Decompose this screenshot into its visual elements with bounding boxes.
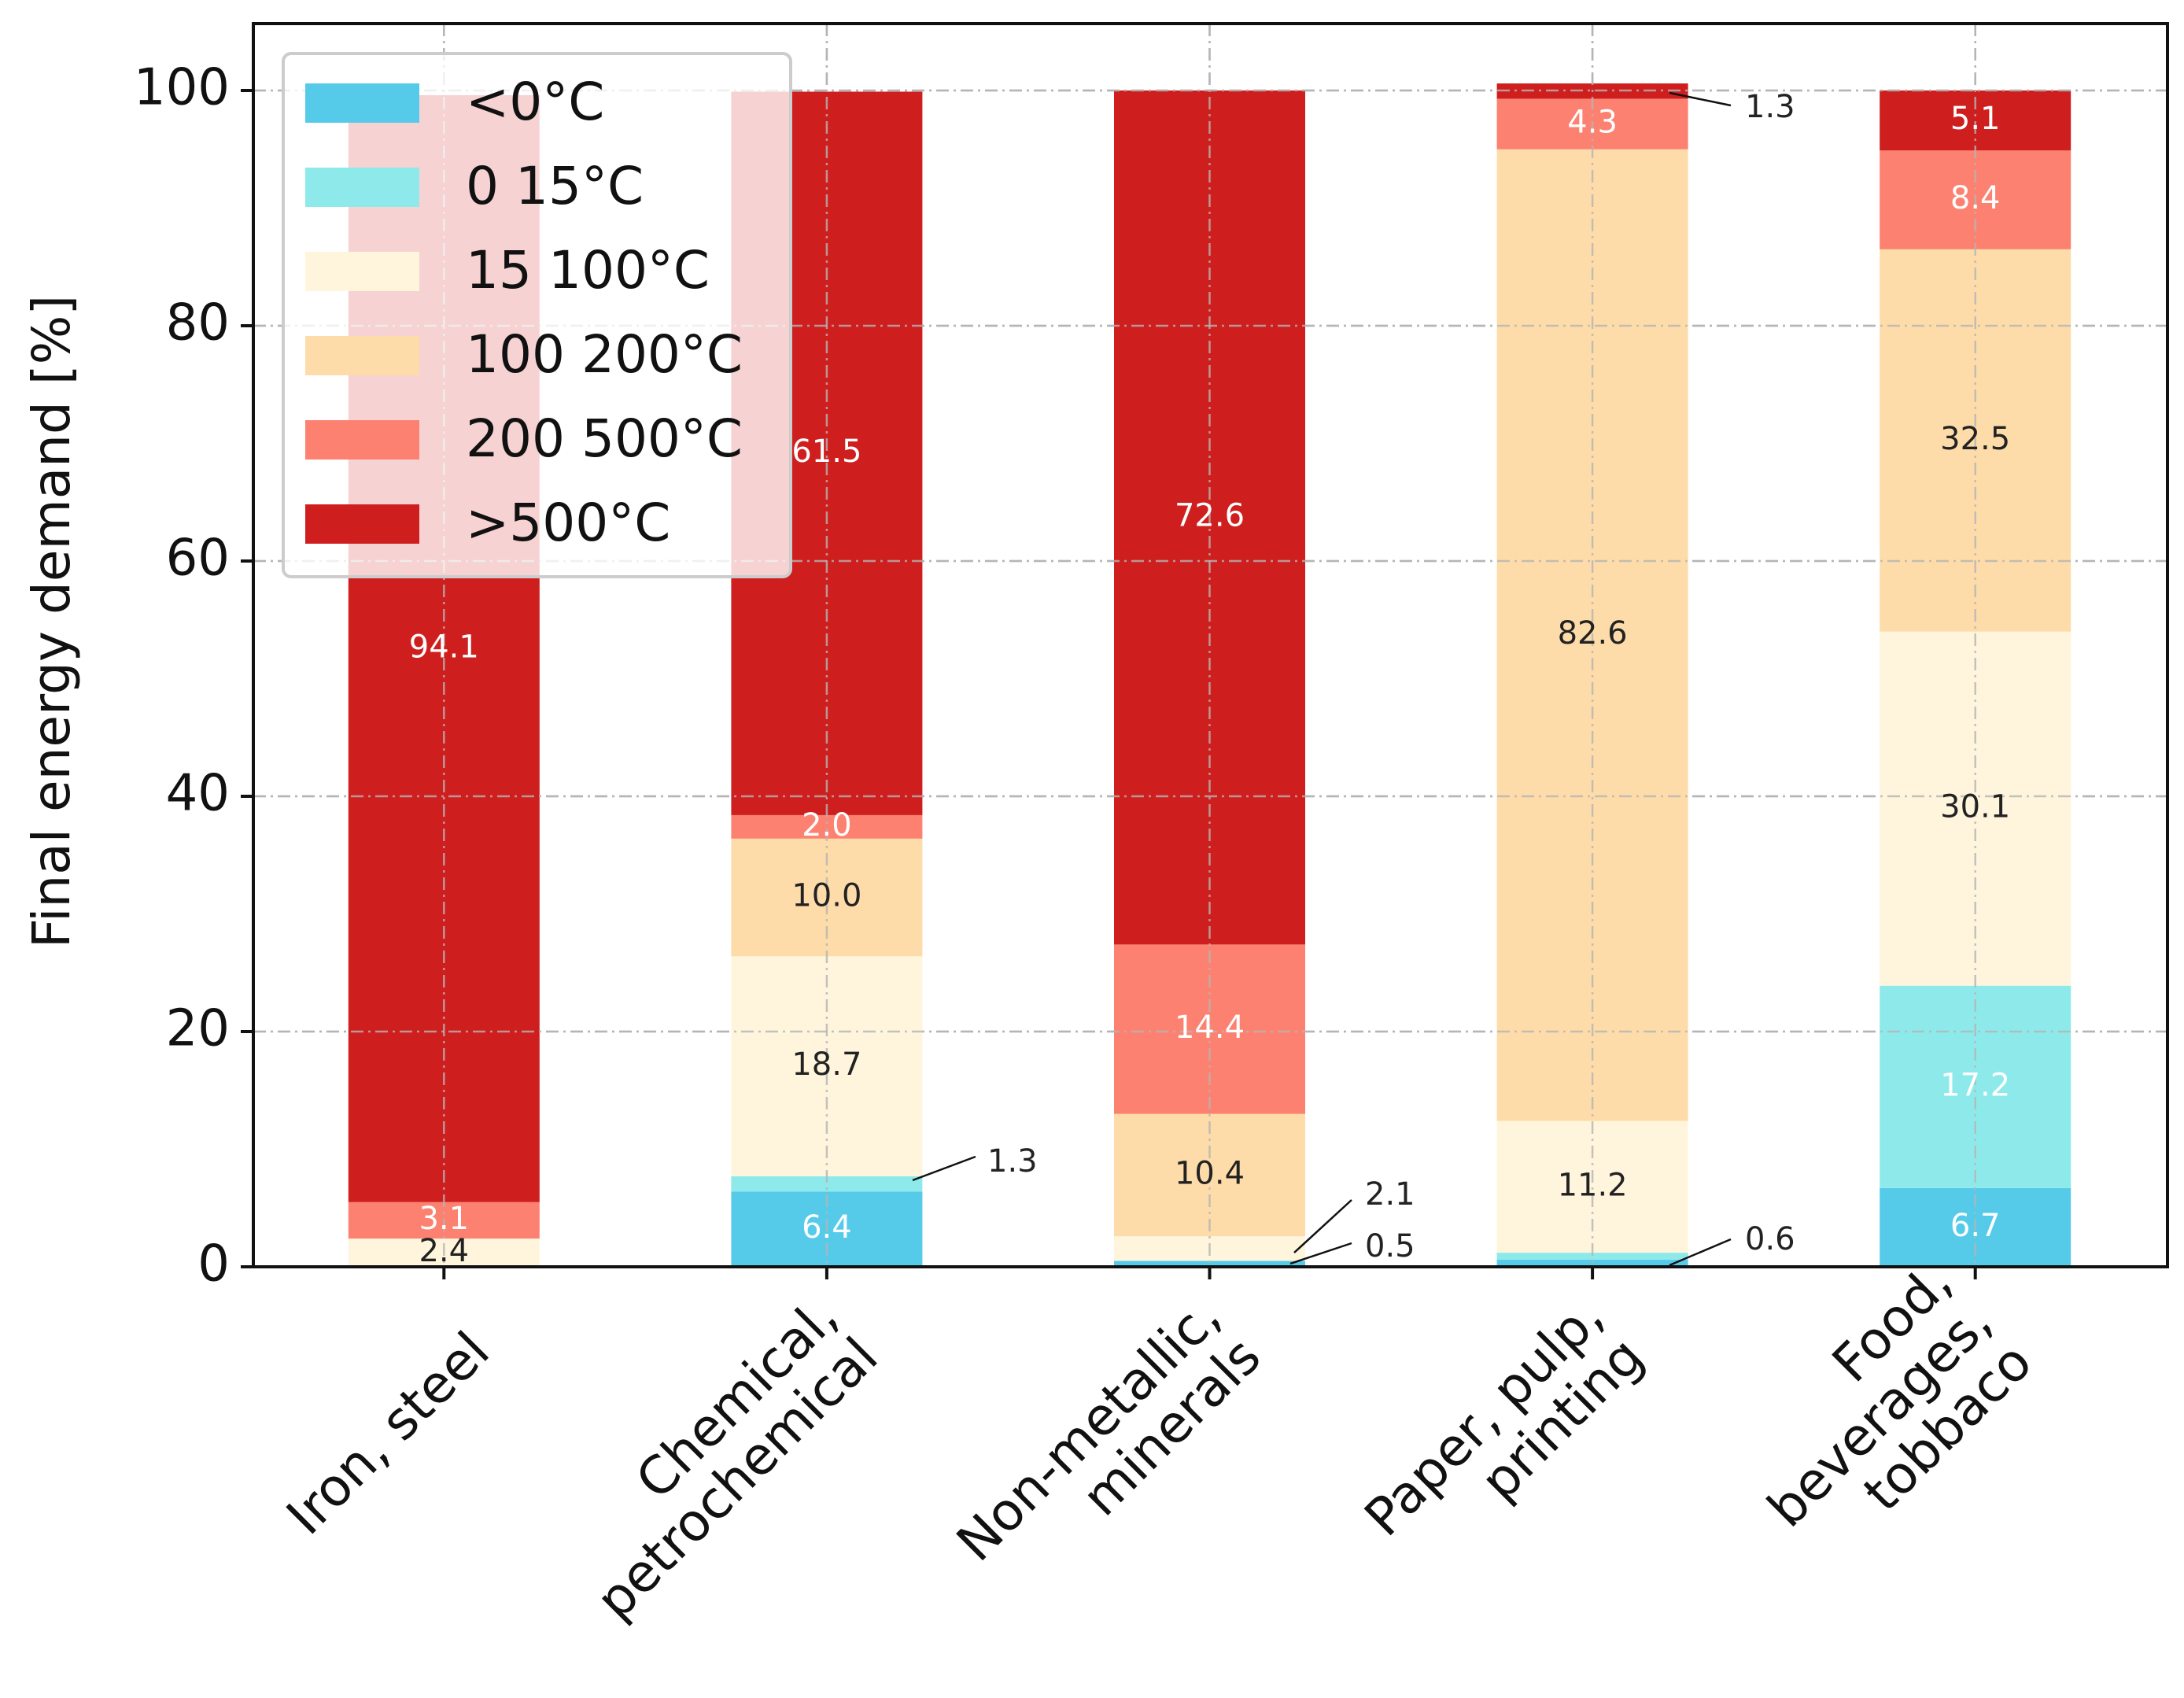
y-tick-label: 80 [166,294,230,353]
data-label: 4.3 [1567,105,1618,141]
data-label: 2.1 [1365,1176,1415,1213]
callout-line [1669,1238,1732,1267]
data-label: 94.1 [409,629,479,665]
x-tick-label-group: Iron, steel [275,1320,501,1546]
legend-swatch [305,252,419,291]
y-tick-label: 20 [166,1000,230,1058]
x-tick-label-group: Paper, pulp,printing [1353,1286,1655,1548]
data-label: 30.1 [1940,789,2010,825]
data-label: 32.5 [1940,421,2010,457]
data-label: 1.3 [1745,89,1795,125]
legend-label: 0 15°C [466,156,644,216]
legend-swatch [305,168,419,207]
data-label: 10.4 [1175,1155,1245,1191]
x-tick-label-group: Food,beverages,tobbaco [1756,1251,2043,1538]
x-tick-label-group: Non-metallic,minerals [945,1286,1272,1573]
legend-label: 100 200°C [466,324,743,385]
data-label: 3.1 [419,1201,469,1237]
data-label: 8.4 [1950,180,2001,216]
data-label: 14.4 [1175,1010,1245,1046]
bar-segment [1114,1261,1305,1267]
legend: <0°C 0 15°C 15 100°C 100 200°C 200 500°C >500… [282,52,792,578]
y-tick-label: 40 [166,765,230,823]
data-label: 0.6 [1745,1221,1795,1257]
legend-swatch [305,83,419,123]
legend-swatch [305,420,419,460]
data-label: 11.2 [1558,1167,1628,1203]
legend-label: 15 100°C [466,240,710,301]
bar-segment [1496,1260,1688,1267]
legend-swatch [305,504,419,544]
data-label: 5.1 [1950,101,2001,137]
x-tick-label-group: Chemical,petrochemical [585,1286,889,1630]
data-label: 82.6 [1558,615,1628,652]
data-label: 10.0 [791,878,861,914]
data-label: 1.3 [987,1143,1038,1179]
data-label: 61.5 [791,434,861,470]
data-label: 2.0 [802,807,852,843]
data-label: 2.4 [419,1233,469,1269]
y-tick-label: 0 [197,1235,230,1294]
callout-line [912,1155,976,1182]
bar-segment [731,1176,923,1192]
y-axis-title: Final energy demand [%] [21,295,82,948]
data-labels: 2.43.1 94.1 6.4 1.3 18.7 10.0 2.0 61.5 0.5 2.1 10.… [409,89,2010,1269]
data-label: 6.4 [802,1209,852,1246]
data-label: 72.6 [1175,498,1245,534]
y-tick-label: 100 [134,59,230,117]
x-tick-label: Iron, steel [275,1320,501,1546]
data-label: 17.2 [1940,1067,2010,1103]
bar-segment [1496,1253,1688,1261]
legend-label: <0°C [466,72,604,132]
legend-label: 200 500°C [466,408,743,469]
callout-line [1669,91,1732,107]
data-label: 0.5 [1365,1228,1415,1264]
y-tick-label: 60 [166,530,230,588]
legend-swatch [305,336,419,375]
callout-line [1289,1242,1352,1265]
data-label: 6.7 [1950,1208,2001,1244]
legend-label: >500°C [466,493,670,553]
data-label: 18.7 [791,1046,861,1083]
callout-line [1293,1199,1352,1253]
